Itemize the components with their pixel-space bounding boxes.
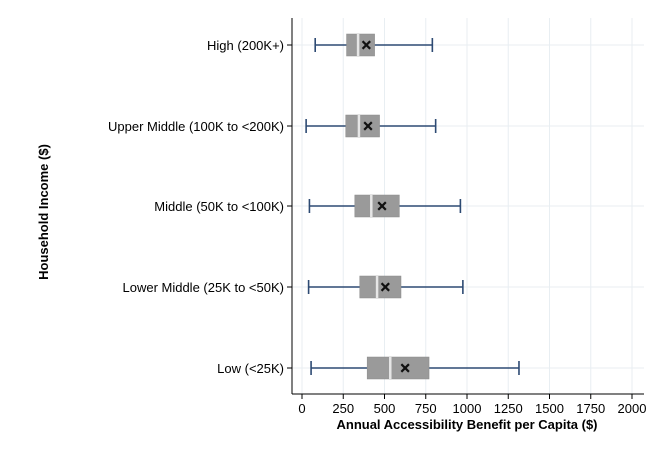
x-tick-label-1: 250 <box>332 401 354 416</box>
y-tick-label-2: Middle (50K to <100K) <box>154 199 284 214</box>
mean-marker-b-0 <box>361 40 371 50</box>
box-group-4 <box>310 356 520 380</box>
x-tick-label-5: 1250 <box>494 401 523 416</box>
boxes-layer <box>305 33 520 380</box>
y-tick-label-1: Upper Middle (100K to <200K) <box>108 119 284 134</box>
mean-marker-b-2 <box>377 201 387 211</box>
x-tick-label-2: 500 <box>374 401 396 416</box>
box-iqr-0 <box>346 33 375 57</box>
x-tick-label-4: 1000 <box>453 401 482 416</box>
box-group-1 <box>305 114 437 138</box>
x-tick-label-6: 1500 <box>535 401 564 416</box>
box-group-3 <box>307 275 464 299</box>
x-tick-label-0: 0 <box>298 401 305 416</box>
y-tick-labels: High (200K+) Upper Middle (100K to <200K)… <box>108 38 292 376</box>
box-iqr-4 <box>366 356 430 380</box>
y-axis-title: Household Income ($) <box>36 144 51 280</box>
y-tick-label-0: High (200K+) <box>207 38 284 53</box>
box-group-2 <box>308 194 462 218</box>
x-tick-label-3: 750 <box>415 401 437 416</box>
x-tick-labels: 0 250 500 750 1000 1250 1500 1750 2000 <box>298 394 646 416</box>
mean-marker-b-1 <box>363 121 373 131</box>
x-tick-label-8: 2000 <box>618 401 647 416</box>
box-iqr-3 <box>359 275 402 299</box>
y-tick-label-4: Low (<25K) <box>217 361 284 376</box>
y-tick-label-3: Lower Middle (25K to <50K) <box>122 280 284 295</box>
x-tick-label-7: 1750 <box>576 401 605 416</box>
mean-marker-b-3 <box>380 282 390 292</box>
box-iqr-1 <box>345 114 380 138</box>
box-iqr-2 <box>354 194 400 218</box>
box-group-0 <box>314 33 434 57</box>
x-axis-title: Annual Accessibility Benefit per Capita … <box>336 417 597 432</box>
mean-marker-b-4 <box>400 363 410 373</box>
